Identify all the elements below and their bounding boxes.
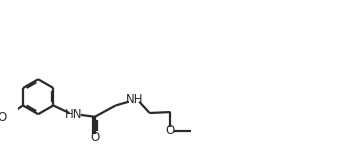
Text: O: O [0,111,7,124]
Text: O: O [90,131,100,144]
Text: NH: NH [126,93,143,106]
Text: HN: HN [65,108,83,121]
Text: O: O [166,124,175,137]
